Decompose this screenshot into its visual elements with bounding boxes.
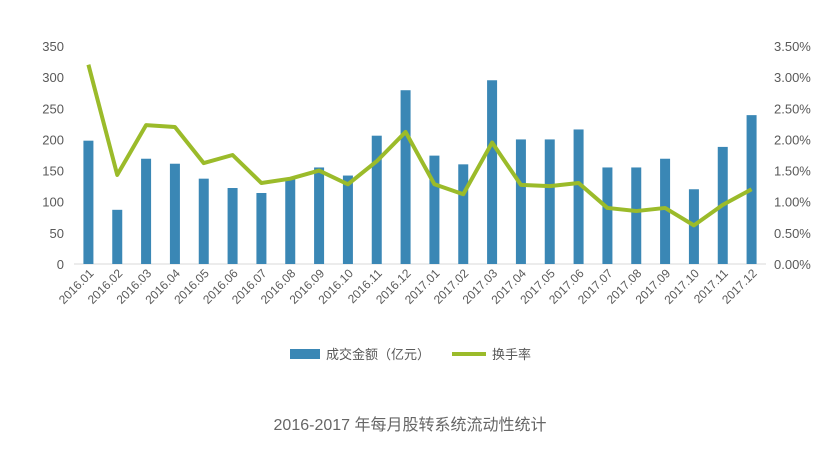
bar-2017.03	[487, 80, 498, 264]
right-tick-label: 3.00%	[774, 70, 811, 85]
bar-2016.02	[112, 209, 123, 264]
bar-2016.12	[400, 90, 411, 264]
bar-2017.06	[573, 129, 584, 264]
bar-2016.09	[314, 167, 325, 264]
bar-2017.02	[458, 164, 469, 264]
right-tick-label: 3.50%	[774, 39, 811, 54]
left-tick-label: 350	[42, 39, 64, 54]
bar-2017.01	[429, 155, 440, 264]
right-tick-label: 2.00%	[774, 132, 811, 147]
left-axis-ticks: 0 50 100 150 200 250 300 350	[42, 39, 64, 272]
bar-2016.06	[227, 188, 238, 264]
bar-2017.08	[631, 167, 642, 264]
right-tick-label: 0.50%	[774, 226, 811, 241]
left-tick-label: 0	[57, 257, 64, 272]
legend-line-label: 换手率	[492, 347, 531, 362]
x-axis-labels: 2016.012016.022016.032016.042016.052016.…	[56, 266, 760, 307]
left-tick-label: 200	[42, 132, 64, 147]
bar-2017.05	[544, 139, 555, 264]
left-tick-label: 100	[42, 195, 64, 210]
turnover-line	[86, 64, 753, 228]
bar-2016.08	[285, 178, 296, 264]
bar-2016.03	[141, 158, 152, 264]
legend: 成交金额（亿元） 换手率	[290, 347, 531, 362]
bar-2016.10	[342, 175, 353, 264]
right-tick-label: 0.00%	[774, 257, 811, 272]
chart-title: 2016-2017 年每月股转系统流动性统计	[274, 416, 547, 434]
bar-series	[83, 80, 757, 264]
left-tick-label: 300	[42, 70, 64, 85]
bar-2017.07	[602, 167, 613, 264]
bar-2016.07	[256, 192, 267, 264]
right-tick-label: 1.00%	[774, 195, 811, 210]
right-axis-ticks: 0.00% 0.50% 1.00% 1.50% 2.00% 2.50% 3.00% 3.50%	[774, 39, 811, 272]
bar-2016.01	[83, 140, 94, 264]
right-tick-label: 1.50%	[774, 164, 811, 179]
left-tick-label: 150	[42, 164, 64, 179]
right-tick-label: 2.50%	[774, 101, 811, 116]
bar-2016.04	[169, 163, 180, 264]
bar-2017.04	[515, 139, 526, 264]
bar-2016.05	[198, 178, 209, 264]
legend-bar-swatch	[290, 349, 320, 359]
bar-2017.09	[660, 158, 671, 264]
left-tick-label: 250	[42, 101, 64, 116]
left-tick-label: 50	[50, 226, 64, 241]
bar-2016.11	[371, 135, 382, 264]
legend-bar-label: 成交金额（亿元）	[326, 347, 430, 362]
